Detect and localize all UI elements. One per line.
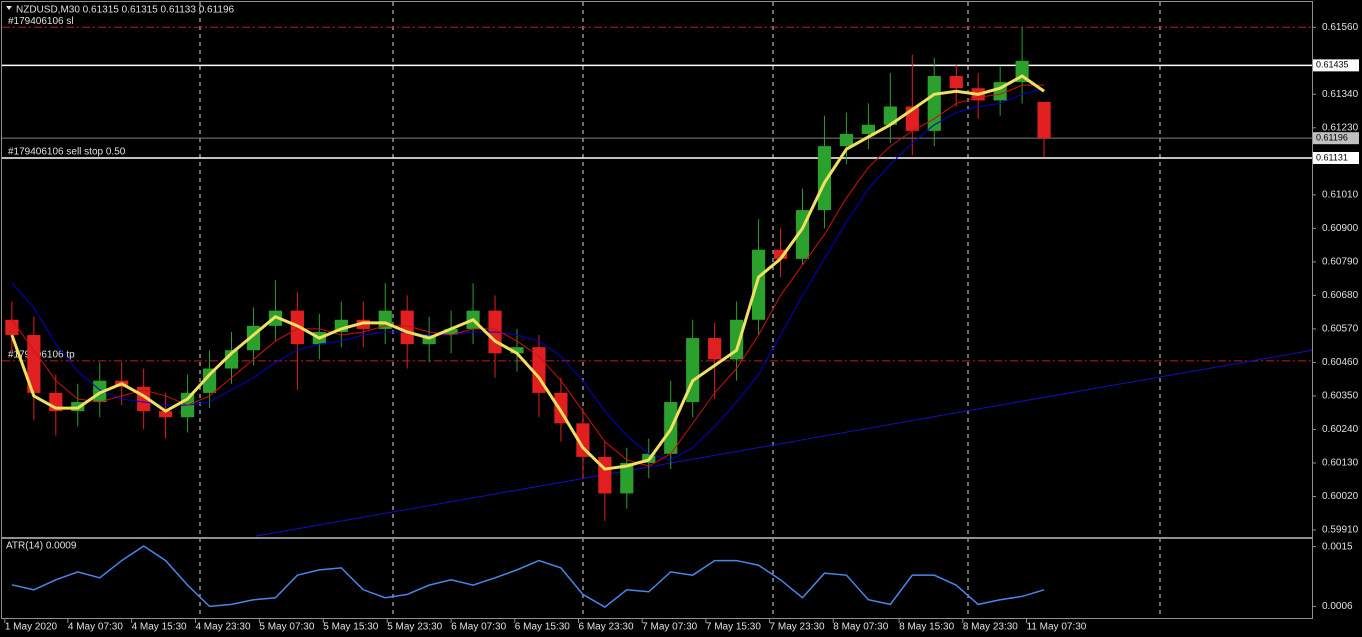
price-tag-label: 0.61131 [1316, 152, 1348, 162]
candle-body [444, 328, 458, 336]
x-tick-label: 5 May 15:30 [323, 622, 378, 633]
x-tick-label: 4 May 07:30 [68, 622, 123, 633]
indicator-tick-label: 0.0015 [1322, 541, 1353, 552]
candle-body [861, 124, 875, 134]
candle-body [576, 423, 590, 457]
x-tick-label: 6 May 23:30 [578, 622, 633, 633]
price-tag [1313, 151, 1359, 164]
y-tick-label: 0.61230 [1322, 122, 1359, 133]
candle-body [708, 338, 722, 360]
y-tick-label: 0.60570 [1322, 324, 1359, 335]
x-tick-label: 7 May 15:30 [706, 622, 761, 633]
chart-title: NZDUSD,M30 0.61315 0.61315 0.61133 0.611… [16, 5, 235, 16]
candle-body [5, 319, 19, 336]
indicator-title: ATR(14) 0.0009 [6, 541, 77, 552]
y-tick-label: 0.60240 [1322, 424, 1359, 435]
candle-body [159, 411, 173, 418]
y-tick-label: 0.61010 [1322, 189, 1359, 200]
x-tick-label: 4 May 23:30 [195, 622, 250, 633]
candle-body [620, 462, 634, 494]
candle-body [598, 456, 612, 494]
y-tick-label: 0.61340 [1322, 89, 1359, 100]
y-tick-label: 0.61560 [1322, 22, 1359, 33]
y-tick-label: 0.60020 [1322, 491, 1359, 502]
candle-body [202, 368, 217, 393]
main-frame [1, 1, 1313, 538]
y-tick-label: 0.60680 [1322, 290, 1359, 301]
x-tick-label: 11 May 07:30 [1027, 622, 1087, 633]
price-tag-label: 0.61435 [1316, 60, 1349, 70]
y-tick-label: 0.60460 [1322, 357, 1359, 368]
indicator-tick-label: 0.0006 [1322, 601, 1353, 612]
x-tick-label: 6 May 07:30 [451, 622, 506, 633]
x-tick-label: 1 May 2020 [5, 622, 58, 633]
candle-body [883, 106, 897, 125]
level-label: #179406106 sell stop 0.50 [8, 147, 126, 158]
y-tick-label: 0.59910 [1322, 525, 1359, 536]
candle-body [839, 133, 854, 147]
candle-body [817, 146, 832, 211]
price-tag [1313, 59, 1359, 72]
trendline [255, 349, 1313, 537]
x-tick-label: 6 May 15:30 [515, 622, 570, 633]
candle-body [510, 347, 524, 354]
moving-average [11, 84, 1045, 467]
moving-average [11, 87, 1045, 461]
level-label: #179406106 sl [8, 16, 74, 27]
x-tick-label: 8 May 23:30 [963, 622, 1018, 633]
y-tick-label: 0.60900 [1322, 223, 1359, 234]
candle-body [773, 249, 788, 259]
candle-body [927, 76, 941, 131]
y-tick-label: 0.60350 [1322, 391, 1359, 402]
level-label: #179406106 tp [8, 350, 75, 361]
x-tick-label: 7 May 07:30 [642, 622, 697, 633]
y-tick-label: 0.60130 [1322, 458, 1359, 469]
indicator-frame [1, 538, 1313, 619]
candle-body [949, 76, 963, 89]
price-tag-label: 0.61196 [1316, 133, 1348, 143]
x-tick-label: 5 May 07:30 [259, 622, 314, 633]
x-tick-label: 5 May 23:30 [387, 622, 442, 633]
price-tag [1313, 132, 1359, 145]
candle-body [730, 319, 744, 360]
atr-line [11, 545, 1045, 608]
y-tick-label: 0.60790 [1322, 257, 1359, 268]
candle-body [400, 310, 414, 345]
x-tick-label: 8 May 07:30 [833, 622, 888, 633]
x-tick-label: 8 May 15:30 [899, 622, 954, 633]
x-tick-label: 4 May 15:30 [132, 622, 187, 633]
moving-average [10, 74, 1045, 471]
menu-triangle[interactable] [6, 6, 12, 10]
x-tick-label: 7 May 23:30 [770, 622, 825, 633]
candle-body [1037, 101, 1051, 139]
candle-body [27, 335, 41, 393]
candle-body [751, 249, 766, 320]
